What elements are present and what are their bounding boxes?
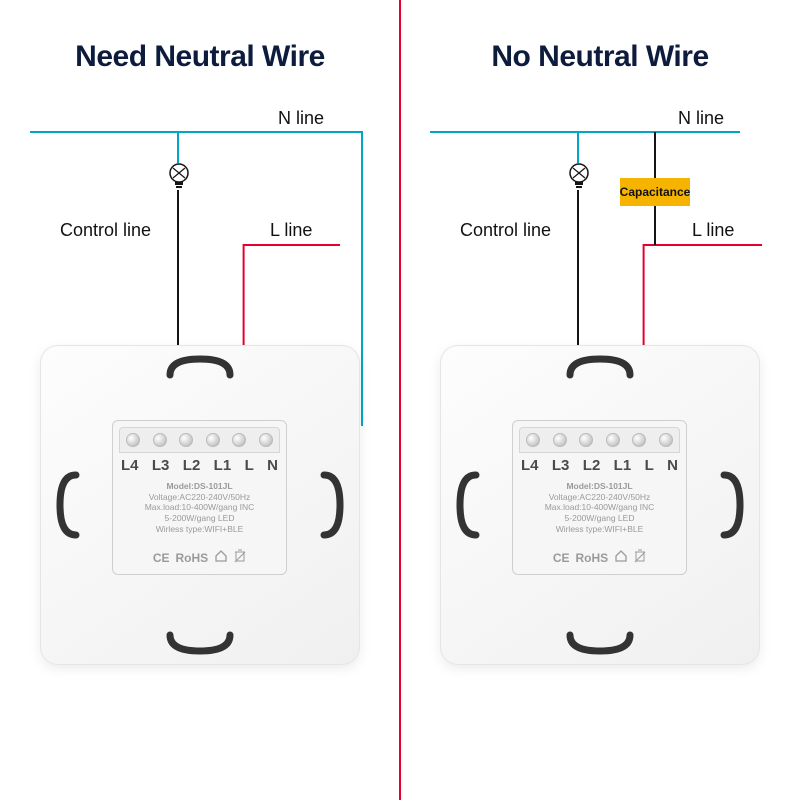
module-led: 5-200W/gang LED xyxy=(113,513,286,524)
cert-row: CE RoHS xyxy=(113,549,286,566)
module-model: Model:DS-101JL xyxy=(513,481,686,492)
module-led: 5-200W/gang LED xyxy=(513,513,686,524)
terminal-label: L4 xyxy=(521,457,539,474)
module-spec-text: Model:DS-101JL Voltage:AC220-240V/50Hz M… xyxy=(513,481,686,534)
cert-row: CE RoHS xyxy=(513,549,686,566)
mounting-clip xyxy=(565,629,635,655)
terminal-label: L3 xyxy=(152,457,170,474)
screw-icon xyxy=(659,433,673,447)
title-right: No Neutral Wire xyxy=(400,40,800,74)
module-model: Model:DS-101JL xyxy=(113,481,286,492)
screw-icon xyxy=(526,433,540,447)
screw-icon xyxy=(126,433,140,447)
label-n-line-left: N line xyxy=(278,108,324,129)
mounting-clip xyxy=(165,355,235,381)
cert-rohs: RoHS xyxy=(176,551,209,565)
label-control-line-left: Control line xyxy=(60,220,151,241)
switch-plate-left: L4 L3 L2 L1 L N Model:DS-101JL Voltage:A… xyxy=(40,345,360,665)
title-left: Need Neutral Wire xyxy=(0,40,400,74)
mounting-clip xyxy=(318,470,344,540)
cert-ce: CE xyxy=(153,551,170,565)
capacitor-box: Capacitance xyxy=(620,178,690,206)
terminal-row xyxy=(119,427,280,453)
module-wireless: Wirless type:WIFI+BLE xyxy=(113,524,286,535)
terminal-label: L1 xyxy=(214,457,232,474)
module-maxload: Max.load:10-400W/gang INC xyxy=(113,502,286,513)
module-voltage: Voltage:AC220-240V/50Hz xyxy=(113,492,286,503)
terminal-label: L xyxy=(645,457,654,474)
bin-icon xyxy=(634,549,646,566)
bulb-icon-right xyxy=(568,162,590,197)
terminal-label: L3 xyxy=(552,457,570,474)
capacitor-label: Capacitance xyxy=(620,185,691,199)
house-icon xyxy=(214,549,228,566)
mounting-clip xyxy=(565,355,635,381)
screw-icon xyxy=(232,433,246,447)
screw-icon xyxy=(606,433,620,447)
module-wireless: Wirless type:WIFI+BLE xyxy=(513,524,686,535)
label-l-line-right: L line xyxy=(692,220,734,241)
mounting-clip xyxy=(718,470,744,540)
label-n-line-right: N line xyxy=(678,108,724,129)
terminal-labels: L4 L3 L2 L1 L N xyxy=(121,457,278,474)
terminal-label: N xyxy=(667,457,678,474)
terminal-label: L xyxy=(245,457,254,474)
screw-icon xyxy=(632,433,646,447)
mounting-clip xyxy=(165,629,235,655)
cert-ce: CE xyxy=(553,551,570,565)
screw-icon xyxy=(206,433,220,447)
panel-need-neutral: Need Neutral Wire N line L line Control … xyxy=(0,0,400,800)
label-control-line-right: Control line xyxy=(460,220,551,241)
screw-icon xyxy=(553,433,567,447)
switch-module-right: L4 L3 L2 L1 L N Model:DS-101JL Voltage:A… xyxy=(512,420,687,575)
cert-rohs: RoHS xyxy=(576,551,609,565)
switch-module-left: L4 L3 L2 L1 L N Model:DS-101JL Voltage:A… xyxy=(112,420,287,575)
module-spec-text: Model:DS-101JL Voltage:AC220-240V/50Hz M… xyxy=(113,481,286,534)
house-icon xyxy=(614,549,628,566)
mounting-clip xyxy=(56,470,82,540)
screw-icon xyxy=(179,433,193,447)
switch-plate-right: L4 L3 L2 L1 L N Model:DS-101JL Voltage:A… xyxy=(440,345,760,665)
screw-icon xyxy=(579,433,593,447)
terminal-label: L2 xyxy=(183,457,201,474)
screw-icon xyxy=(153,433,167,447)
label-l-line-left: L line xyxy=(270,220,312,241)
bulb-icon-left xyxy=(168,162,190,197)
terminal-labels: L4 L3 L2 L1 L N xyxy=(521,457,678,474)
terminal-row xyxy=(519,427,680,453)
terminal-label: N xyxy=(267,457,278,474)
terminal-label: L4 xyxy=(121,457,139,474)
module-voltage: Voltage:AC220-240V/50Hz xyxy=(513,492,686,503)
terminal-label: L2 xyxy=(583,457,601,474)
screw-icon xyxy=(259,433,273,447)
bin-icon xyxy=(234,549,246,566)
panel-no-neutral: No Neutral Wire N line L line Control li… xyxy=(400,0,800,800)
mounting-clip xyxy=(456,470,482,540)
terminal-label: L1 xyxy=(614,457,632,474)
module-maxload: Max.load:10-400W/gang INC xyxy=(513,502,686,513)
